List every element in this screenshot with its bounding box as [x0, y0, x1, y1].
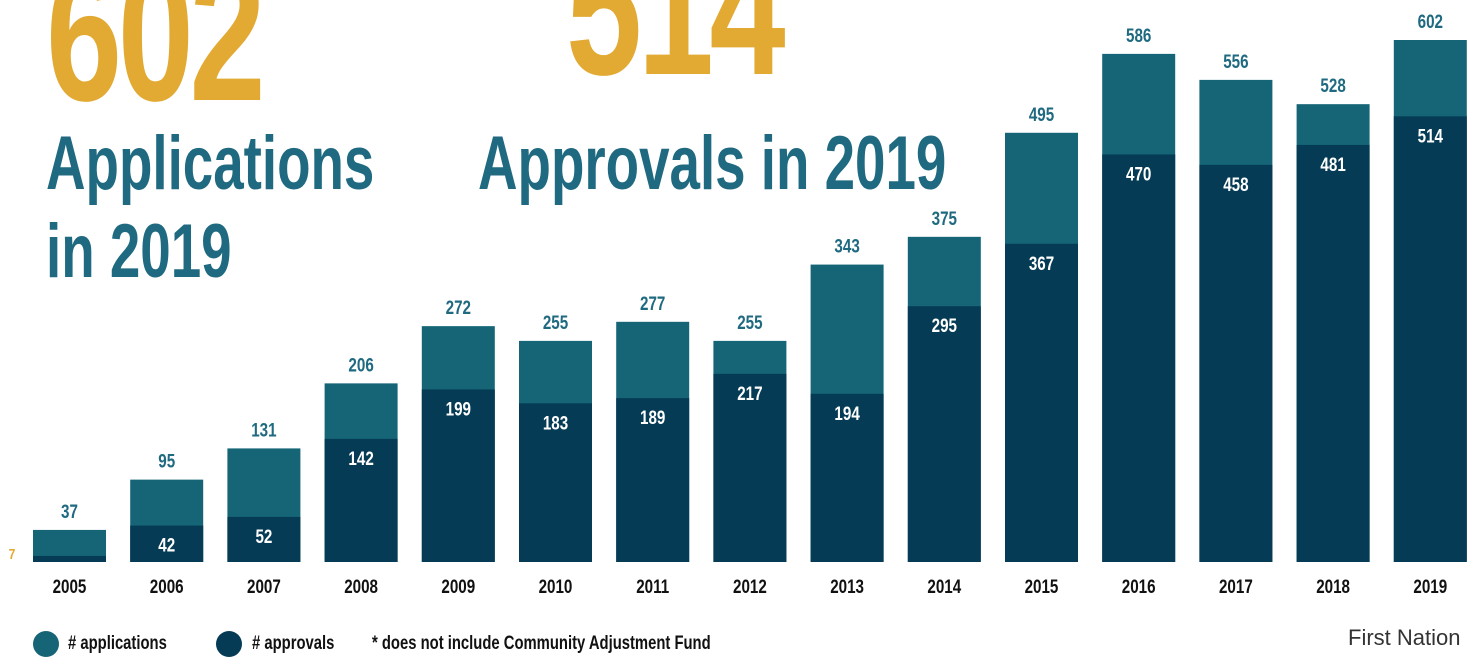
label-applications-2014: 375 [932, 207, 958, 229]
x-tick-2019: 2019 [1413, 575, 1447, 597]
bar-approvals-2007 [227, 516, 301, 562]
legend-note: * does not include Community Adjustment … [372, 633, 711, 654]
label-approvals-2012: 217 [737, 382, 762, 404]
x-tick-2015: 2015 [1025, 575, 1059, 597]
bar-approvals-2005 [33, 555, 106, 562]
bar-approvals-2017 [1199, 164, 1273, 563]
x-tick-2011: 2011 [636, 575, 669, 597]
bar-approvals-2011 [616, 398, 690, 562]
label-approvals-2016: 470 [1126, 163, 1151, 185]
bar-approvals-2008 [324, 438, 398, 562]
label-applications-2005: 37 [61, 500, 78, 522]
label-applications-2010: 255 [543, 311, 569, 333]
label-approvals-2006: 42 [158, 534, 175, 556]
label-applications-2009: 272 [446, 296, 471, 318]
x-tick-2014: 2014 [927, 575, 961, 597]
label-approvals-2005: 7 [9, 546, 16, 563]
legend-applications-swatch [33, 631, 59, 657]
x-tick-2008: 2008 [344, 575, 378, 597]
label-approvals-2009: 199 [446, 398, 471, 420]
label-applications-2007: 131 [251, 419, 277, 441]
x-tick-2012: 2012 [733, 575, 767, 597]
approvals-headline-number: 514 [566, 0, 786, 115]
label-applications-2016: 586 [1126, 24, 1151, 46]
footer-text: First Nation [1348, 625, 1461, 650]
label-applications-2019: 602 [1418, 10, 1443, 32]
x-tick-2006: 2006 [150, 575, 184, 597]
x-tick-2007: 2007 [247, 575, 281, 597]
bar-approvals-2006 [130, 525, 204, 562]
legend-approvals-label: # approvals [252, 633, 335, 654]
bar-approvals-2013 [810, 393, 884, 562]
legend-applications-label: # applications [68, 633, 167, 654]
x-tick-2010: 2010 [539, 575, 573, 597]
label-applications-2012: 255 [737, 311, 763, 333]
label-applications-2015: 495 [1029, 103, 1055, 125]
x-tick-2005: 2005 [53, 575, 87, 597]
bar-approvals-2016 [1102, 154, 1176, 562]
bar-approvals-2012 [713, 373, 787, 562]
label-applications-2006: 95 [158, 450, 175, 472]
label-approvals-2015: 367 [1029, 252, 1054, 274]
label-applications-2013: 343 [834, 235, 859, 257]
label-approvals-2019: 514 [1418, 125, 1444, 147]
label-approvals-2011: 189 [640, 406, 665, 428]
bar-approvals-2014 [907, 306, 981, 562]
label-approvals-2007: 52 [255, 525, 272, 547]
bar-approvals-2018 [1296, 144, 1370, 562]
bar-approvals-2019 [1393, 116, 1467, 562]
label-approvals-2010: 183 [543, 412, 568, 434]
x-tick-2016: 2016 [1122, 575, 1156, 597]
label-applications-2017: 556 [1223, 50, 1248, 72]
x-tick-2018: 2018 [1316, 575, 1350, 597]
applications-headline-line1: Applications [46, 121, 375, 206]
label-approvals-2008: 142 [348, 447, 373, 469]
x-tick-2013: 2013 [830, 575, 864, 597]
label-applications-2008: 206 [348, 354, 373, 376]
bar-chart: 37 7 2005 95 42 2006 131 52 2007 206 142 2008 272 199… [9, 10, 1467, 597]
label-approvals-2013: 194 [834, 402, 860, 424]
label-applications-2018: 528 [1320, 74, 1346, 96]
label-approvals-2018: 481 [1320, 153, 1346, 175]
approvals-headline-line1: Approvals in 2019 [478, 121, 947, 206]
applications-headline-number: 602 [46, 0, 266, 141]
label-applications-2011: 277 [640, 292, 665, 314]
legend-approvals-swatch [216, 631, 242, 657]
label-approvals-2014: 295 [932, 315, 958, 337]
x-tick-2009: 2009 [441, 575, 475, 597]
x-tick-2017: 2017 [1219, 575, 1253, 597]
bar-approvals-2009 [421, 389, 495, 562]
bar-approvals-2010 [519, 403, 592, 562]
bar-approvals-2015 [1005, 243, 1078, 563]
label-approvals-2017: 458 [1223, 173, 1249, 195]
applications-headline-line2: in 2019 [46, 209, 232, 294]
